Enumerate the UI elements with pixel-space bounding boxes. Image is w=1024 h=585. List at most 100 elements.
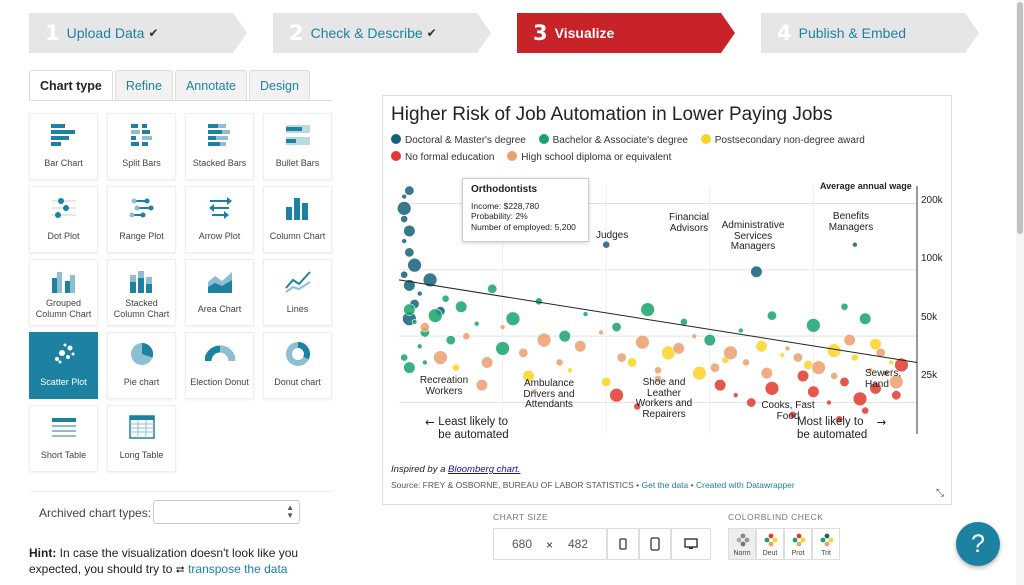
help-button[interactable]: ? <box>956 522 1000 566</box>
device-phone-button[interactable] <box>639 528 671 560</box>
transpose-data-link[interactable]: transpose the data <box>188 562 288 576</box>
step-check-describe[interactable]: 2 Check & Describe ✔ <box>273 13 491 53</box>
created-with-datawrapper-link[interactable]: Created with Datawrapper <box>695 480 795 490</box>
tab-annotate[interactable]: Annotate <box>174 70 248 101</box>
scatter-point <box>404 185 415 196</box>
scatter-point <box>703 333 716 347</box>
device-desktop-button[interactable] <box>671 528 711 560</box>
step-publish-embed[interactable]: 4 Publish & Embed <box>761 13 979 53</box>
legend-swatch <box>700 134 711 144</box>
chart-type-label: Grouped Column Chart <box>35 298 92 319</box>
scatter-point <box>784 345 791 352</box>
chart-source: Source: FREY & OSBORNE, BUREAU OF LABOR … <box>391 480 795 490</box>
chart-type-lines[interactable]: Lines <box>263 259 332 326</box>
hint-text: Hint: In case the visualization doesn't … <box>29 545 332 578</box>
chart-type-column-chart[interactable]: Column Chart <box>263 186 332 253</box>
scatter-point <box>536 332 552 348</box>
chart-type-arrow-plot[interactable]: Arrow Plot <box>185 186 254 253</box>
tab-design[interactable]: Design <box>249 70 310 101</box>
chart-type-election-donut[interactable]: Election Donut <box>185 332 254 399</box>
chart-size-separator: × <box>546 538 554 552</box>
get-the-data-link[interactable]: Get the data <box>641 480 689 490</box>
scatter-point <box>843 333 856 347</box>
colorblind-norm-button[interactable]: Norm <box>728 528 756 560</box>
hint-label: Hint: <box>29 546 57 560</box>
colorblind-deut-button[interactable]: Deut <box>756 528 784 560</box>
chart-type-dot-plot[interactable]: Dot Plot <box>29 186 98 253</box>
chart-type-bullet-bars[interactable]: Bullet Bars <box>263 113 332 180</box>
legend-item: Postsecondary non-degree award <box>700 132 865 149</box>
chart-type-bar-chart[interactable]: Bar Chart <box>29 113 98 180</box>
scatter-point <box>416 343 423 350</box>
arrow-plot-icon <box>208 197 232 219</box>
step-label: Check & Describe <box>310 25 423 41</box>
divider <box>29 491 332 492</box>
scatter-point <box>869 382 882 395</box>
colorblind-mode-label: Deut <box>762 550 778 557</box>
legend-label: Postsecondary non-degree award <box>714 135 865 146</box>
source-text: Source: FREY & OSBORNE, BUREAU OF LABOR … <box>391 480 642 490</box>
chart-width-input[interactable]: 680 <box>512 537 533 551</box>
bloomberg-chart-link[interactable]: Bloomberg chart. <box>448 464 521 475</box>
resize-handle-icon[interactable]: ⤡ <box>936 488 944 499</box>
right-arrow-label: Most likely to be automated → <box>797 416 886 442</box>
y-axis-header: Average annual wage <box>820 181 912 191</box>
step-upload-data[interactable]: 1 Upload Data ✔ <box>29 13 247 53</box>
scatter-point <box>609 387 624 403</box>
scatter-point <box>627 357 638 368</box>
chart-type-donut-chart[interactable]: Donut chart <box>263 332 332 399</box>
scatter-point <box>889 374 904 390</box>
scatter-point <box>582 311 589 317</box>
step-visualize[interactable]: 3 Visualize <box>517 13 735 53</box>
chart-type-area-chart[interactable]: Area Chart <box>185 259 254 326</box>
device-small-phone-button[interactable] <box>607 528 639 560</box>
arrow-right-icon: → <box>873 415 887 429</box>
chart-type-label: Column Chart <box>269 231 326 241</box>
chart-type-label: Split Bars <box>122 158 161 168</box>
tab-refine[interactable]: Refine <box>114 70 173 101</box>
chart-type-range-plot[interactable]: Range Plot <box>107 186 176 253</box>
chart-type-stacked-column-chart[interactable]: Stacked Column Chart <box>107 259 176 326</box>
archived-chart-types-select[interactable]: ▲ ▼ <box>153 500 300 524</box>
scatter-point <box>505 311 521 326</box>
legend-item: Doctoral & Master's degree <box>391 132 526 149</box>
chart-type-stacked-bars[interactable]: Stacked Bars <box>185 113 254 180</box>
step-label: Publish & Embed <box>798 25 907 41</box>
range-plot-icon <box>129 198 153 218</box>
chart-type-label: Stacked Bars <box>192 158 247 168</box>
scatter-point <box>714 378 727 392</box>
chart-type-pie-chart[interactable]: Pie chart <box>107 332 176 399</box>
chart-type-label: Bar Chart <box>44 158 83 168</box>
tooltip: Orthodontists Income: $228,780 Probabili… <box>462 178 589 242</box>
chart-height-input[interactable]: 482 <box>568 537 589 551</box>
colorblind-prot-button[interactable]: Prot <box>784 528 812 560</box>
chart-type-grouped-column-chart[interactable]: Grouped Column Chart <box>29 259 98 326</box>
chart-type-label: Area Chart <box>197 304 242 314</box>
scatter-point <box>692 365 707 381</box>
scatter-point <box>422 359 428 366</box>
scatter-point <box>640 302 655 317</box>
scatter-point <box>518 347 529 358</box>
tab-chart-type[interactable]: Chart type <box>29 70 113 101</box>
chart-type-label: Long Table <box>119 450 164 460</box>
scatter-point <box>495 341 510 356</box>
scatter-point <box>441 294 450 303</box>
colorblind-trit-button[interactable]: Trit <box>812 528 840 560</box>
chart-type-label: Short Table <box>40 450 87 460</box>
election-donut-icon <box>204 345 235 362</box>
lines-icon <box>284 271 311 293</box>
chart-type-scatter-plot[interactable]: Scatter Plot <box>29 332 98 399</box>
scatter-point <box>400 215 409 223</box>
chart-type-short-table[interactable]: Short Table <box>29 405 98 472</box>
scatter-point <box>888 359 894 366</box>
select-arrows-icon: ▲ ▼ <box>286 503 294 520</box>
annotation-benefits-managers: Benefits Managers <box>828 211 874 233</box>
scrollbar-thumb[interactable] <box>1017 2 1023 234</box>
scatter-point <box>401 193 407 200</box>
legend-swatch <box>391 134 401 144</box>
chart-type-split-bars[interactable]: Split Bars <box>107 113 176 180</box>
smartphone-icon <box>650 537 660 551</box>
chart-type-long-table[interactable]: Long Table <box>107 405 176 472</box>
inspired-by-note: Inspired by a Bloomberg chart. <box>391 464 520 475</box>
scrollbar-track[interactable] <box>1016 0 1024 585</box>
